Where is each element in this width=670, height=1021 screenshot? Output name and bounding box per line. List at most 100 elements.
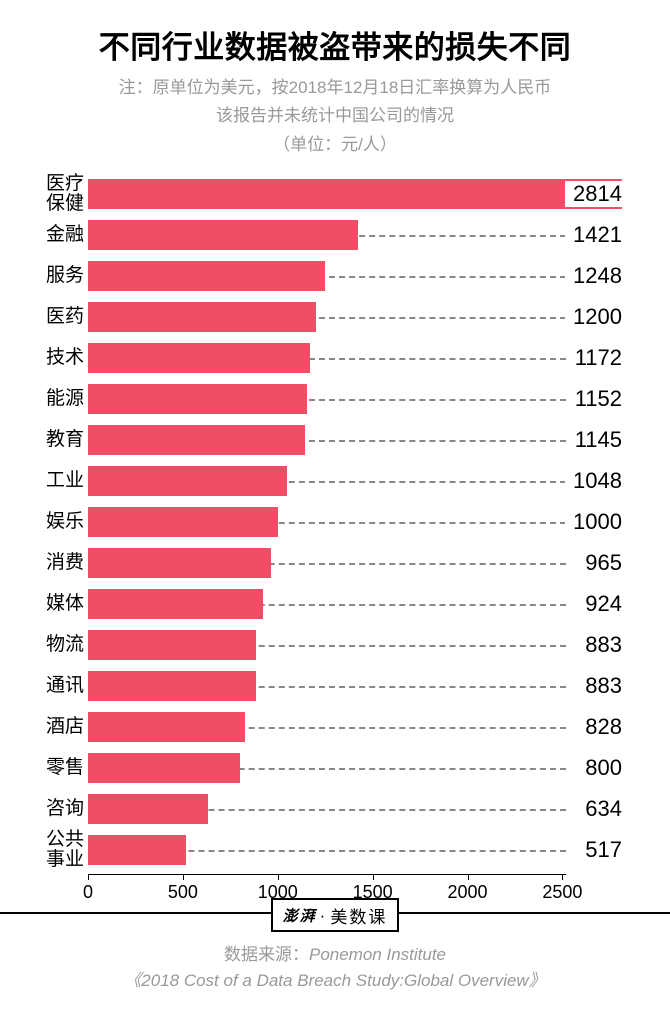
bar-track: 1152 xyxy=(88,378,622,419)
source-label: 数据来源： xyxy=(224,945,309,964)
category-label: 咨询 xyxy=(28,799,84,819)
chart-row: 医疗保健2814 xyxy=(88,173,622,214)
chart-row: 酒店828 xyxy=(88,706,622,747)
bar xyxy=(88,261,325,291)
chart-row: 通讯883 xyxy=(88,665,622,706)
category-label: 酒店 xyxy=(28,717,84,737)
value-label: 828 xyxy=(577,714,622,740)
source-name: Ponemon Institute xyxy=(309,945,446,964)
chart-subtitle-2: 该报告并未统计中国公司的情况 xyxy=(28,103,642,129)
category-label: 零售 xyxy=(28,758,84,778)
bar-track: 1172 xyxy=(88,337,622,378)
bar xyxy=(88,712,245,742)
bar-track: 1000 xyxy=(88,501,622,542)
bar-track: 1145 xyxy=(88,419,622,460)
chart-row: 金融1421 xyxy=(88,214,622,255)
source-block: 数据来源：Ponemon Institute 《2018 Cost of a D… xyxy=(0,942,670,995)
chart-title: 不同行业数据被盗带来的损失不同 xyxy=(28,22,642,67)
value-label: 924 xyxy=(577,591,622,617)
bar xyxy=(88,507,278,537)
chart-row: 媒体924 xyxy=(88,583,622,624)
x-tick xyxy=(183,874,184,880)
chart-row: 技术1172 xyxy=(88,337,622,378)
x-tick xyxy=(468,874,469,880)
value-label: 800 xyxy=(577,755,622,781)
x-tick xyxy=(88,874,89,880)
bar xyxy=(88,753,240,783)
bar xyxy=(88,794,208,824)
bar xyxy=(88,548,271,578)
value-label: 1145 xyxy=(567,427,622,453)
footer-badge-dot: · xyxy=(320,906,328,926)
chart-row: 公共事业517 xyxy=(88,829,622,870)
bar xyxy=(88,835,186,865)
category-label: 教育 xyxy=(28,430,84,450)
footer-badge-wrap: 澎湃 · 美数课 xyxy=(0,898,670,932)
chart-row: 零售800 xyxy=(88,747,622,788)
value-label: 1000 xyxy=(565,509,622,535)
value-label: 1172 xyxy=(567,345,622,371)
chart-subtitle-1: 注：原单位为美元，按2018年12月18日汇率换算为人民币 xyxy=(28,75,642,101)
value-label: 1048 xyxy=(565,468,622,494)
bar-track: 924 xyxy=(88,583,622,624)
value-label: 883 xyxy=(577,632,622,658)
footer-badge-text: 美数课 xyxy=(330,903,387,928)
bar xyxy=(88,466,287,496)
chart-row: 医药1200 xyxy=(88,296,622,337)
bar-track: 1048 xyxy=(88,460,622,501)
x-tick xyxy=(562,874,563,880)
category-label: 媒体 xyxy=(28,594,84,614)
chart-row: 咨询634 xyxy=(88,788,622,829)
bar-track: 517 xyxy=(88,829,622,870)
chart-area: 医疗保健2814金融1421服务1248医药1200技术1172能源1152教育… xyxy=(28,173,642,870)
chart-row: 能源1152 xyxy=(88,378,622,419)
value-label: 517 xyxy=(577,837,622,863)
footer-badge-logo: 澎湃 xyxy=(283,905,317,926)
bar xyxy=(88,179,622,209)
category-label: 医药 xyxy=(28,307,84,327)
chart-row: 物流883 xyxy=(88,624,622,665)
bar xyxy=(88,671,256,701)
bar-track: 800 xyxy=(88,747,622,788)
bar xyxy=(88,302,316,332)
value-label: 2814 xyxy=(565,181,622,207)
value-label: 1152 xyxy=(567,386,622,412)
value-label: 1248 xyxy=(565,263,622,289)
bar-track: 1248 xyxy=(88,255,622,296)
bar-track: 634 xyxy=(88,788,622,829)
category-label: 服务 xyxy=(28,266,84,286)
bar xyxy=(88,220,358,250)
category-label: 公共事业 xyxy=(28,830,84,870)
chart-row: 工业1048 xyxy=(88,460,622,501)
chart-row: 娱乐1000 xyxy=(88,501,622,542)
x-tick xyxy=(373,874,374,880)
category-label: 娱乐 xyxy=(28,512,84,532)
category-label: 技术 xyxy=(28,348,84,368)
value-label: 965 xyxy=(577,550,622,576)
bar-track: 828 xyxy=(88,706,622,747)
bar xyxy=(88,384,307,414)
category-label: 消费 xyxy=(28,553,84,573)
bar xyxy=(88,589,263,619)
bar xyxy=(88,630,256,660)
chart-row: 服务1248 xyxy=(88,255,622,296)
value-label: 883 xyxy=(577,673,622,699)
footer-badge: 澎湃 · 美数课 xyxy=(271,898,400,932)
value-label: 1200 xyxy=(565,304,622,330)
bar-track: 1200 xyxy=(88,296,622,337)
x-axis-line xyxy=(88,874,566,875)
bar-track: 1421 xyxy=(88,214,622,255)
chart-row: 消费965 xyxy=(88,542,622,583)
x-tick xyxy=(278,874,279,880)
category-label: 医疗保健 xyxy=(28,174,84,214)
category-label: 工业 xyxy=(28,471,84,491)
bar xyxy=(88,343,310,373)
bar-track: 965 xyxy=(88,542,622,583)
bar-track: 883 xyxy=(88,624,622,665)
value-label: 634 xyxy=(577,796,622,822)
bar-track: 883 xyxy=(88,665,622,706)
category-label: 通讯 xyxy=(28,676,84,696)
bar-track: 2814 xyxy=(88,173,622,214)
chart-unit: （单位：元/人） xyxy=(28,130,642,155)
bar xyxy=(88,425,305,455)
